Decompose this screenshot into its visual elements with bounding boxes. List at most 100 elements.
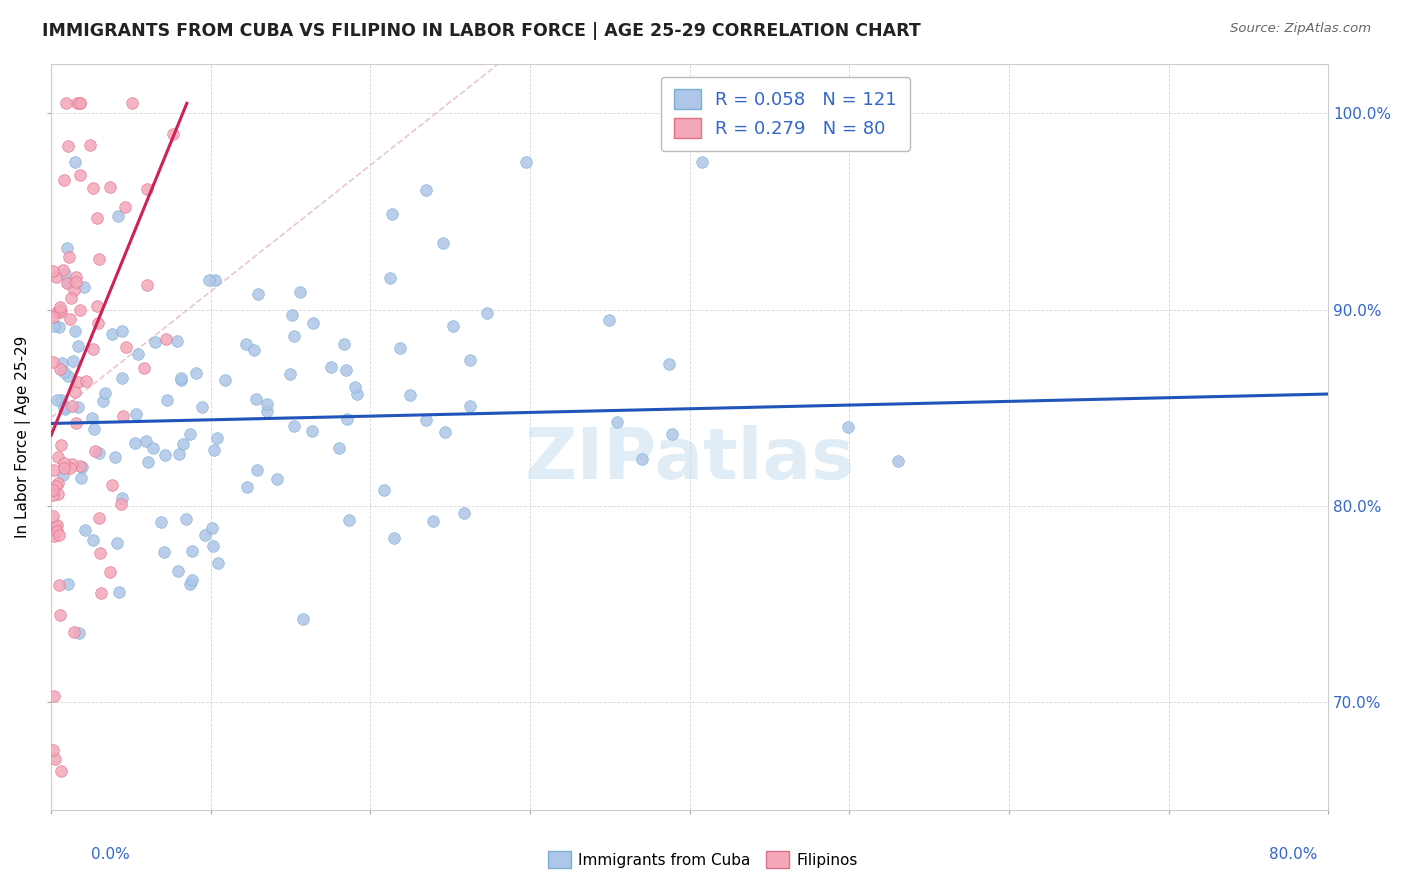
- Text: ZIPatlas: ZIPatlas: [524, 425, 855, 494]
- Point: [378, 271, 401, 285]
- Point: [132, 360, 155, 375]
- Point: [60, 457, 83, 471]
- Point: [136, 182, 159, 196]
- Point: [86, 299, 108, 313]
- Point: [46, 487, 69, 501]
- Point: [66, 401, 89, 415]
- Point: [87, 445, 110, 459]
- Point: [63, 283, 86, 297]
- Point: [191, 400, 214, 414]
- Point: [56, 241, 79, 255]
- Point: [346, 386, 368, 401]
- Point: [292, 612, 315, 626]
- Point: [45, 269, 67, 284]
- Point: [69, 459, 91, 474]
- Point: [110, 497, 132, 511]
- Point: [53, 456, 76, 470]
- Point: [59, 461, 82, 475]
- Point: [52, 468, 75, 483]
- Point: [167, 446, 190, 460]
- Point: [283, 329, 305, 343]
- Point: [56, 577, 79, 591]
- Point: [887, 454, 910, 468]
- Point: [69, 96, 91, 111]
- Point: [63, 624, 86, 639]
- Point: [42, 529, 65, 543]
- Point: [63, 385, 86, 400]
- Point: [82, 181, 104, 195]
- Point: [66, 339, 89, 353]
- Point: [49, 362, 72, 376]
- Point: [170, 373, 193, 387]
- Point: [69, 169, 91, 183]
- Point: [245, 392, 267, 406]
- Point: [46, 517, 69, 532]
- Point: [48, 476, 70, 491]
- Point: [328, 441, 350, 455]
- Point: [205, 431, 228, 445]
- Point: [204, 273, 226, 287]
- Point: [90, 585, 112, 599]
- Point: [156, 393, 179, 408]
- Point: [460, 353, 482, 368]
- Point: [65, 416, 87, 430]
- Point: [335, 363, 357, 377]
- Point: [658, 358, 681, 372]
- Point: [46, 524, 69, 538]
- Point: [135, 434, 157, 449]
- Text: IMMIGRANTS FROM CUBA VS FILIPINO IN LABOR FORCE | AGE 25-29 CORRELATION CHART: IMMIGRANTS FROM CUBA VS FILIPINO IN LABO…: [42, 22, 921, 40]
- Point: [207, 557, 229, 571]
- Point: [399, 388, 422, 402]
- Point: [136, 455, 159, 469]
- Point: [51, 438, 73, 452]
- Point: [62, 354, 84, 368]
- Point: [70, 471, 93, 485]
- Point: [247, 286, 270, 301]
- Point: [108, 585, 131, 599]
- Point: [246, 463, 269, 477]
- Point: [48, 528, 70, 542]
- Point: [166, 334, 188, 348]
- Point: [181, 544, 204, 558]
- Point: [162, 128, 184, 142]
- Point: [181, 573, 204, 587]
- Text: 0.0%: 0.0%: [91, 847, 131, 862]
- Point: [170, 371, 193, 385]
- Point: [135, 278, 157, 293]
- Point: [49, 608, 72, 623]
- Point: [72, 460, 94, 475]
- Point: [179, 577, 201, 591]
- Point: [301, 425, 323, 439]
- Point: [235, 336, 257, 351]
- Point: [121, 96, 143, 111]
- Point: [69, 96, 91, 111]
- Point: [48, 320, 70, 334]
- Point: [184, 366, 207, 380]
- Point: [201, 539, 224, 553]
- Point: [82, 533, 104, 548]
- Point: [837, 419, 859, 434]
- Point: [52, 173, 75, 187]
- Point: [53, 400, 76, 414]
- Point: [59, 311, 82, 326]
- Point: [51, 356, 73, 370]
- Point: [415, 183, 437, 197]
- Point: [45, 519, 67, 533]
- Point: [53, 461, 76, 475]
- Point: [42, 355, 65, 369]
- Point: [692, 155, 714, 169]
- Point: [58, 250, 80, 264]
- Point: [89, 252, 111, 266]
- Point: [89, 546, 111, 560]
- Point: [458, 400, 481, 414]
- Point: [79, 137, 101, 152]
- Point: [201, 521, 224, 535]
- Point: [433, 425, 456, 439]
- Point: [42, 488, 65, 502]
- Point: [80, 410, 103, 425]
- Point: [75, 524, 97, 538]
- Point: [143, 334, 166, 349]
- Point: [606, 415, 628, 429]
- Point: [86, 211, 108, 226]
- Point: [53, 267, 76, 281]
